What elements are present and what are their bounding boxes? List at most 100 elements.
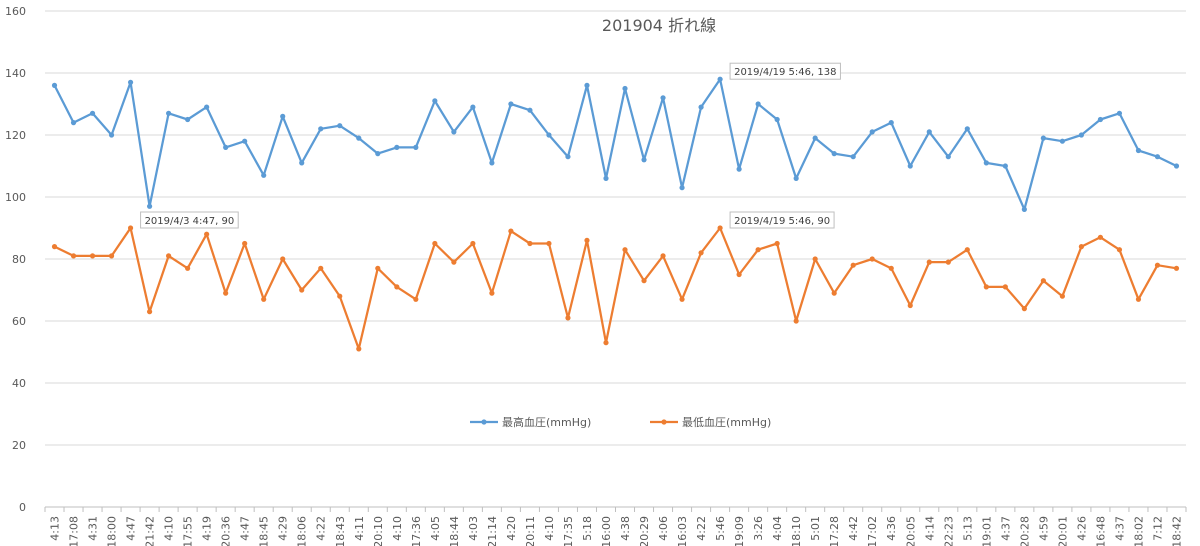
x-tick-label: 4:29 [277,516,290,541]
x-tick-label: 4:42 [847,516,860,541]
data-point [755,247,761,253]
data-point [527,240,533,247]
data-point [146,203,153,209]
data-point [223,290,229,296]
data-point [166,253,172,259]
x-tick-label: 5:18 [581,516,594,541]
data-callout: 2019/4/3 4:47, 90 [140,211,239,229]
x-tick-label: 20:11 [524,516,537,546]
data-point [1059,138,1065,144]
data-point [717,225,723,231]
x-tick-label: 18:06 [296,516,309,546]
x-tick-label: 4:06 [657,516,670,541]
legend-label: 最低血圧(mmHg) [682,415,771,429]
data-point [1097,234,1104,240]
data-point [641,278,647,284]
data-point [242,240,248,247]
data-point [774,116,780,123]
data-point [489,160,495,166]
callout-label: 2019/4/3 4:47, 90 [145,216,235,227]
data-point [907,302,913,309]
x-tick-label: 17:08 [68,516,81,546]
data-point [70,120,77,126]
x-tick-label: 17:35 [562,516,575,546]
data-point [869,256,875,262]
x-tick-label: 4:14 [923,516,936,541]
data-point [1135,147,1142,154]
data-point [546,132,552,138]
data-point [356,135,362,141]
data-point [888,265,894,271]
legend-marker [481,419,487,425]
data-point [413,144,419,150]
legend: 最高血圧(mmHg) 最低血圧(mmHg) [470,415,771,429]
data-point [1078,244,1085,250]
data-point [812,256,818,262]
x-tick-label: 18:02 [1132,516,1145,546]
data-point [1173,163,1180,169]
legend-marker [661,419,667,425]
series-line [53,78,1177,211]
y-tick-label: 120 [5,129,26,142]
x-tick-label: 18:44 [448,516,461,546]
data-point [812,135,818,141]
data-point [394,284,400,290]
data-point [1021,306,1027,312]
x-tick-label: 17:36 [410,516,423,546]
data-point [1002,163,1008,169]
data-point [1097,116,1104,123]
x-tick-label: 4:10 [391,516,404,541]
data-point [508,101,514,107]
x-tick-label: 20:01 [1056,516,1069,546]
x-tick-label: 5:13 [961,516,974,541]
data-point [299,287,305,293]
data-point [622,247,628,253]
x-tick-label: 4:59 [1037,516,1050,541]
x-tick-label: 20:28 [1018,516,1031,546]
data-point [660,95,666,101]
data-point [527,107,533,113]
data-point [1173,265,1180,271]
callout-box [729,211,835,229]
data-point [261,296,267,302]
x-tick-label: 21:42 [144,516,157,546]
callout-box [140,211,239,229]
y-axis: 0 20 40 60 80 100 120 140 160 [5,5,26,514]
data-point [318,126,324,132]
x-tick-label: 4:37 [1113,516,1126,541]
data-point [546,240,552,247]
data-point [907,163,913,169]
callout-box [729,62,841,80]
x-tick-label: 4:10 [163,516,176,541]
x-tick-label: 5:46 [714,516,727,541]
x-tick-label: 18:45 [258,516,271,546]
x-tick-label: 18:00 [106,516,119,546]
x-tick-label: 4:05 [429,516,442,541]
data-point [375,265,381,271]
data-point [964,247,970,253]
x-tick-label: 18:10 [790,516,803,546]
x-tick-label: 18:42 [1170,516,1183,546]
data-point [242,138,248,144]
series-2 [51,225,1180,352]
data-point [983,160,989,166]
x-tick-label: 21:14 [486,516,499,546]
x-tick-label: 4:38 [619,516,632,541]
x-tick-label: 20:36 [220,516,233,546]
data-point [51,82,58,88]
data-point [280,256,286,262]
data-point [736,271,742,278]
x-tick-label: 20:10 [372,516,385,546]
data-point [89,110,96,116]
y-tick-label: 100 [5,191,26,204]
y-tick-label: 160 [5,5,26,18]
data-point [375,151,381,157]
data-point [432,98,438,104]
x-tick-label: 18:43 [334,516,347,546]
x-tick-label: 19:09 [733,516,746,546]
data-point [1059,293,1065,299]
data-point [204,104,210,110]
y-tick-label: 80 [12,253,26,266]
